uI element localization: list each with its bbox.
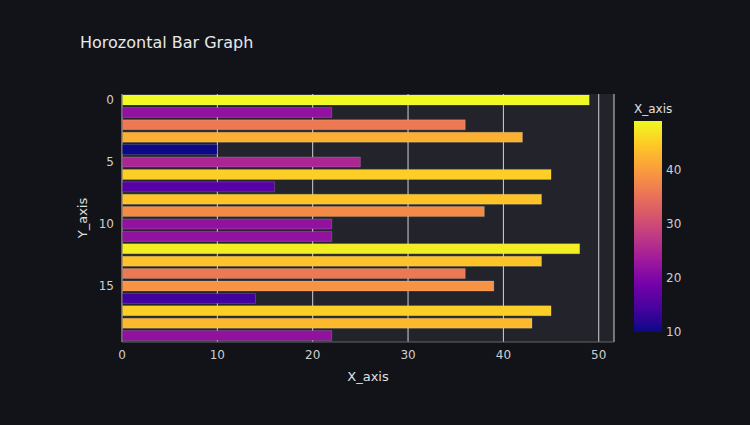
svg-text:15: 15 [99, 279, 114, 293]
svg-text:30: 30 [666, 217, 681, 231]
svg-text:30: 30 [400, 348, 415, 362]
svg-text:20: 20 [666, 271, 681, 285]
svg-text:20: 20 [305, 348, 320, 362]
svg-text:10: 10 [666, 325, 681, 339]
svg-text:40: 40 [496, 348, 511, 362]
svg-text:40: 40 [666, 163, 681, 177]
svg-text:0: 0 [106, 93, 114, 107]
svg-text:10: 10 [210, 348, 225, 362]
svg-text:5: 5 [106, 155, 114, 169]
svg-text:X_axis: X_axis [634, 102, 672, 116]
svg-text:Horozontal Bar Graph: Horozontal Bar Graph [80, 33, 253, 52]
svg-text:10: 10 [99, 217, 114, 231]
svg-text:X_axis: X_axis [347, 369, 389, 384]
svg-text:50: 50 [591, 348, 606, 362]
svg-text:0: 0 [118, 348, 126, 362]
svg-text:Y_axis: Y_axis [75, 198, 90, 240]
